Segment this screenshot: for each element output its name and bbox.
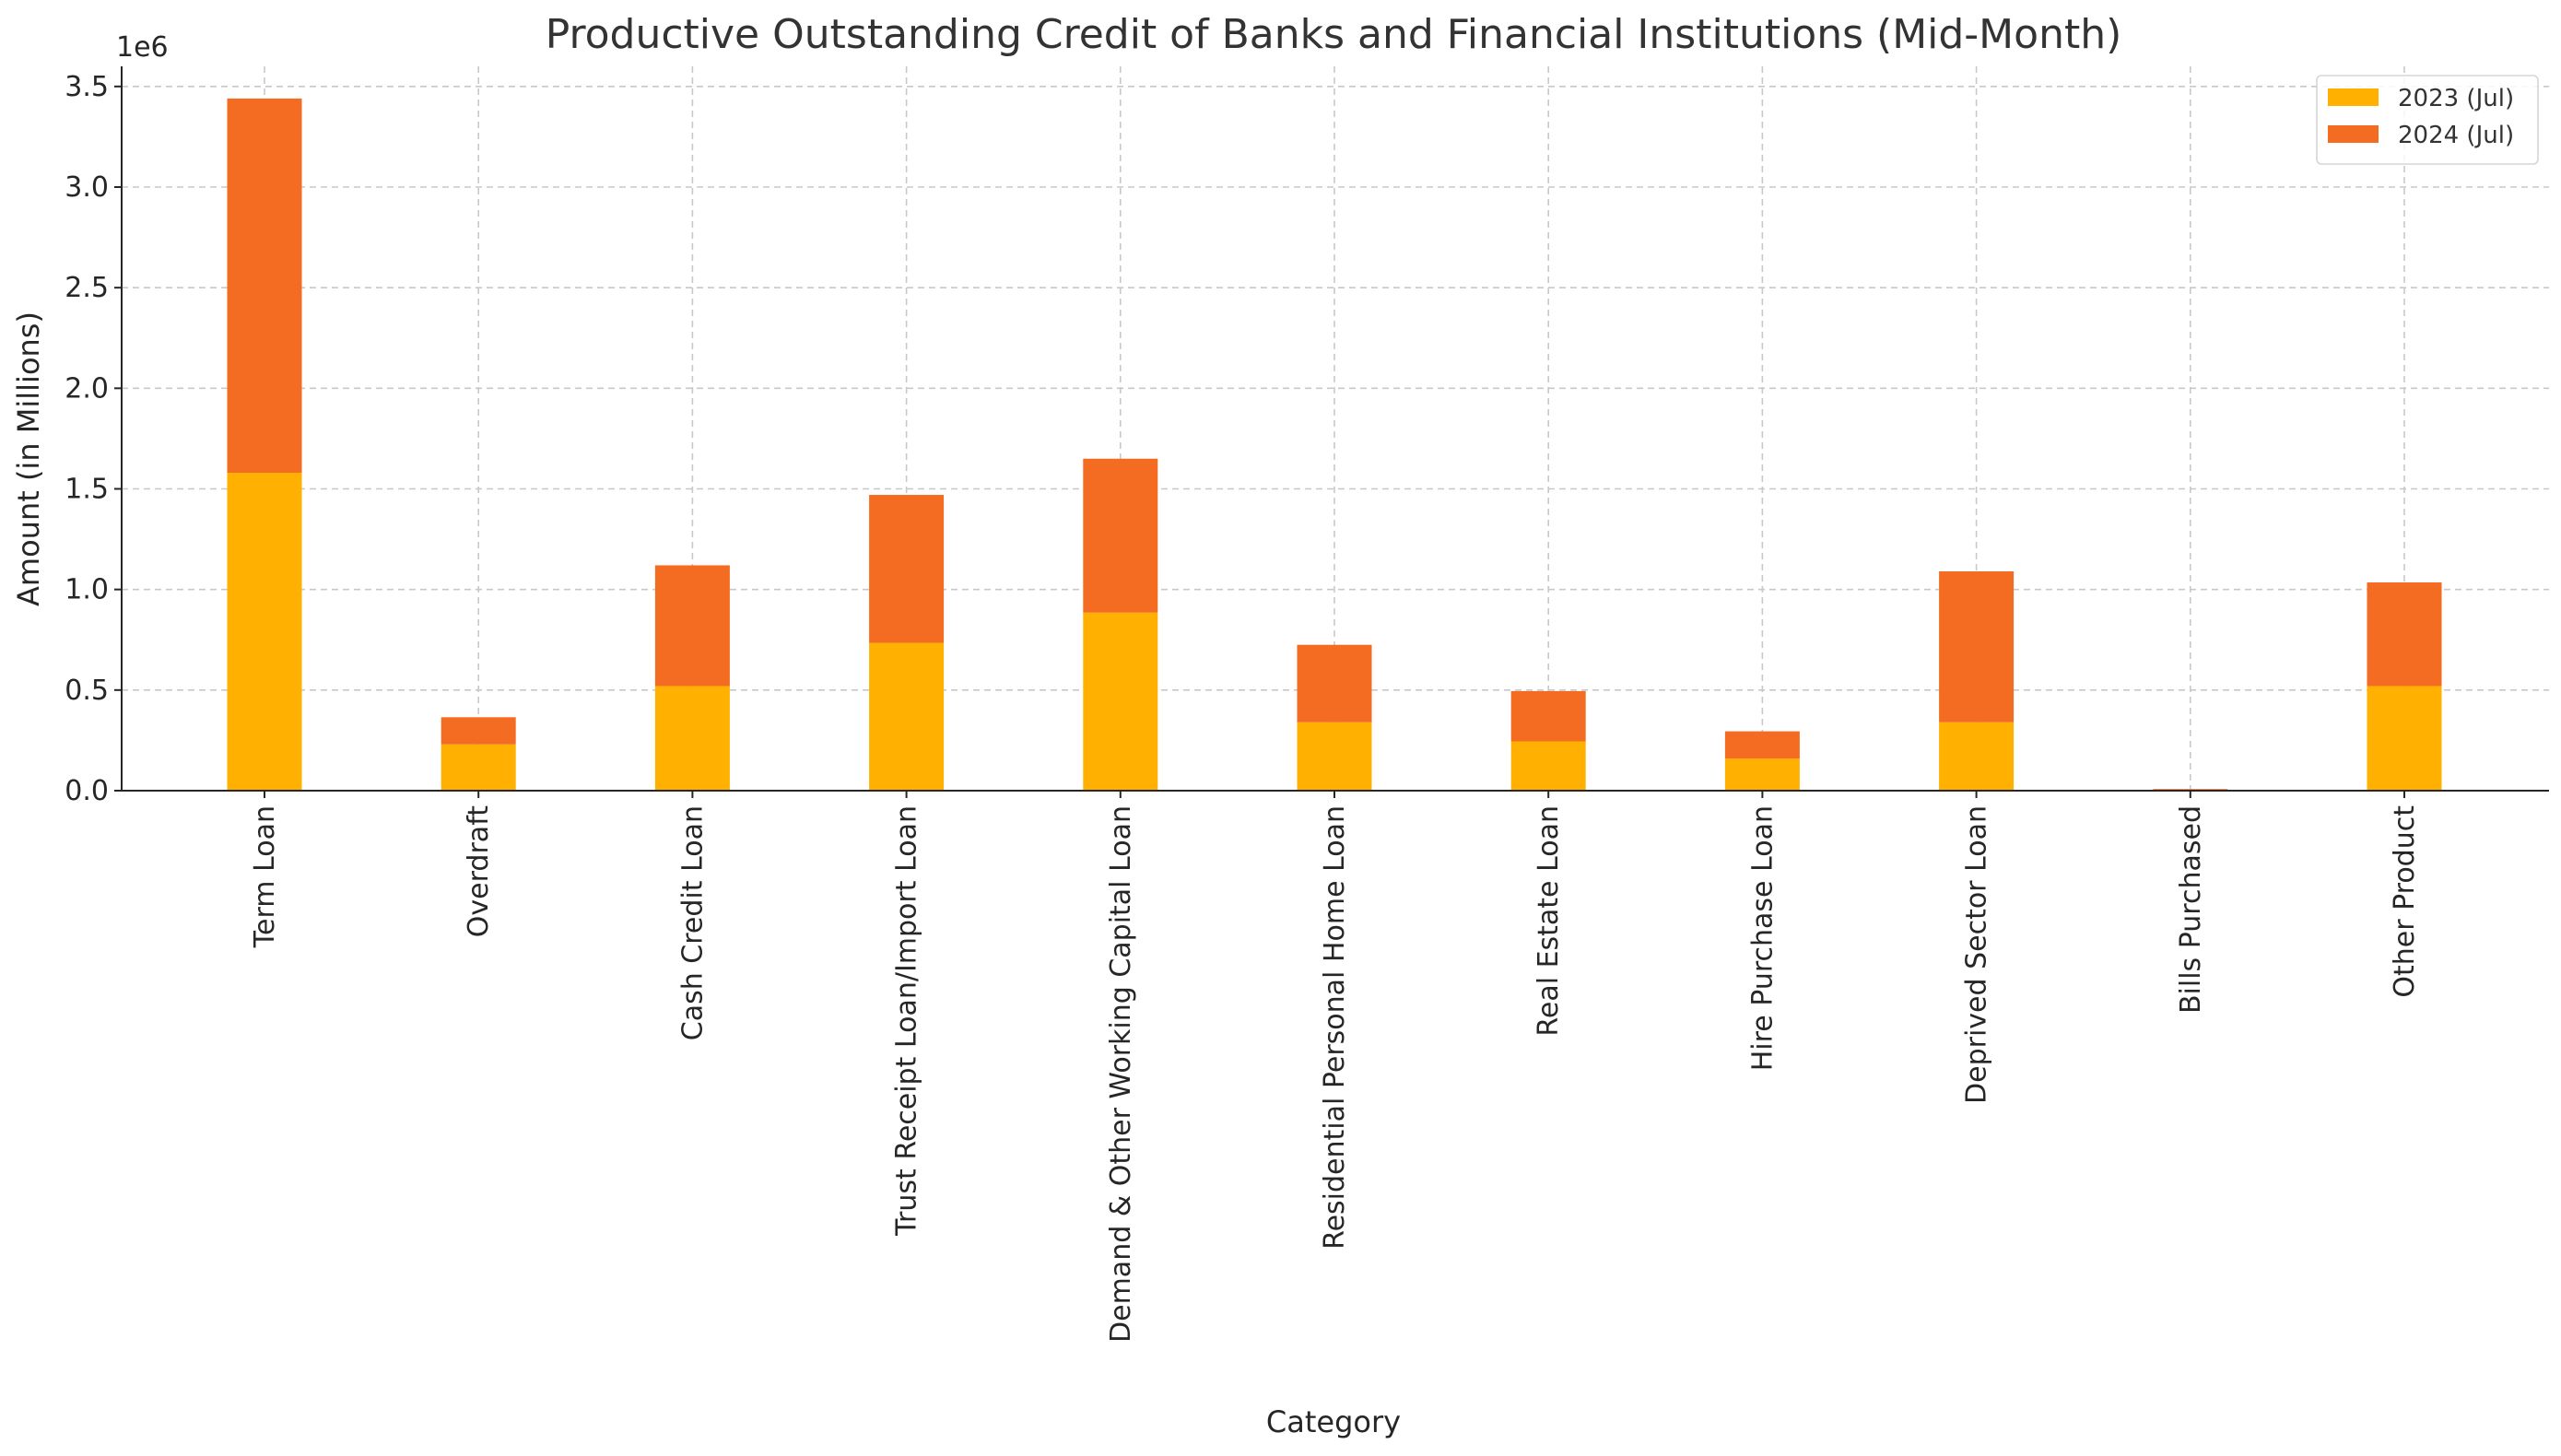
x-tick-label: Demand & Other Working Capital Loan bbox=[1105, 805, 1137, 1343]
bar-2024 bbox=[1724, 731, 1800, 759]
bars-layer bbox=[227, 98, 2442, 791]
y-tick-label: 3.0 bbox=[65, 171, 109, 204]
bar-2024 bbox=[1939, 571, 2015, 722]
chart-title: Productive Outstanding Credit of Banks a… bbox=[546, 11, 2122, 58]
ticks-layer: 0.0 0.5 1.0 1.5 2.0 2.5 3.0 3.5 Term Loan Overdra… bbox=[65, 71, 2421, 1343]
legend-swatch-2023 bbox=[2328, 88, 2379, 106]
x-tick-label: Bills Purchased bbox=[2175, 805, 2207, 1014]
x-tick-label: Term Loan bbox=[249, 805, 281, 948]
bar-2024 bbox=[1297, 644, 1372, 722]
x-tick-label: Residential Personal Home Loan bbox=[1319, 805, 1351, 1250]
x-tick-label: Hire Purchase Loan bbox=[1746, 805, 1779, 1071]
bar-2023 bbox=[1083, 612, 1158, 791]
bar-2024 bbox=[654, 565, 730, 687]
bar-2023 bbox=[1724, 758, 1800, 791]
bar-2023 bbox=[869, 642, 945, 791]
x-tick-label: Other Product bbox=[2389, 805, 2421, 998]
y-tick-label: 2.0 bbox=[65, 372, 109, 405]
legend-label-2023: 2023 (Jul) bbox=[2398, 85, 2514, 112]
x-tick-label: Cash Credit Loan bbox=[676, 805, 709, 1040]
y-tick-label: 0.5 bbox=[65, 675, 109, 707]
bar-2023 bbox=[2367, 686, 2442, 791]
y-axis-offset-label: 1e6 bbox=[116, 31, 169, 64]
x-tick-label: Trust Receipt Loan/Import Loan bbox=[891, 805, 923, 1237]
bar-2024 bbox=[2367, 582, 2442, 687]
bar-2023 bbox=[1297, 722, 1372, 791]
x-axis-label: Category bbox=[1266, 1404, 1401, 1439]
y-tick-label: 1.5 bbox=[65, 474, 109, 506]
bar-2023 bbox=[1510, 741, 1586, 791]
y-tick-label: 1.0 bbox=[65, 574, 109, 606]
legend-label-2024: 2024 (Jul) bbox=[2398, 122, 2514, 149]
bar-2024 bbox=[441, 717, 516, 745]
x-tick-label: Real Estate Loan bbox=[1533, 805, 1565, 1037]
bar-2024 bbox=[869, 495, 945, 643]
bar-2024 bbox=[2153, 789, 2228, 791]
bar-2024 bbox=[227, 98, 302, 474]
bar-2023 bbox=[654, 686, 730, 791]
x-tick-label: Overdraft bbox=[463, 805, 495, 937]
bar-2023 bbox=[1939, 722, 2015, 791]
bar-2023 bbox=[227, 473, 302, 791]
bar-2023 bbox=[441, 744, 516, 791]
bar-2024 bbox=[1510, 690, 1586, 742]
bar-2024 bbox=[1083, 458, 1158, 613]
y-tick-label: 2.5 bbox=[65, 272, 109, 304]
y-tick-label: 0.0 bbox=[65, 775, 109, 807]
y-axis-label: Amount (in Millions) bbox=[11, 311, 46, 606]
y-tick-label: 3.5 bbox=[65, 71, 109, 103]
legend: 2023 (Jul) 2024 (Jul) bbox=[2316, 75, 2539, 165]
legend-swatch-2024 bbox=[2328, 125, 2379, 143]
x-tick-label: Deprived Sector Loan bbox=[1961, 805, 1993, 1104]
